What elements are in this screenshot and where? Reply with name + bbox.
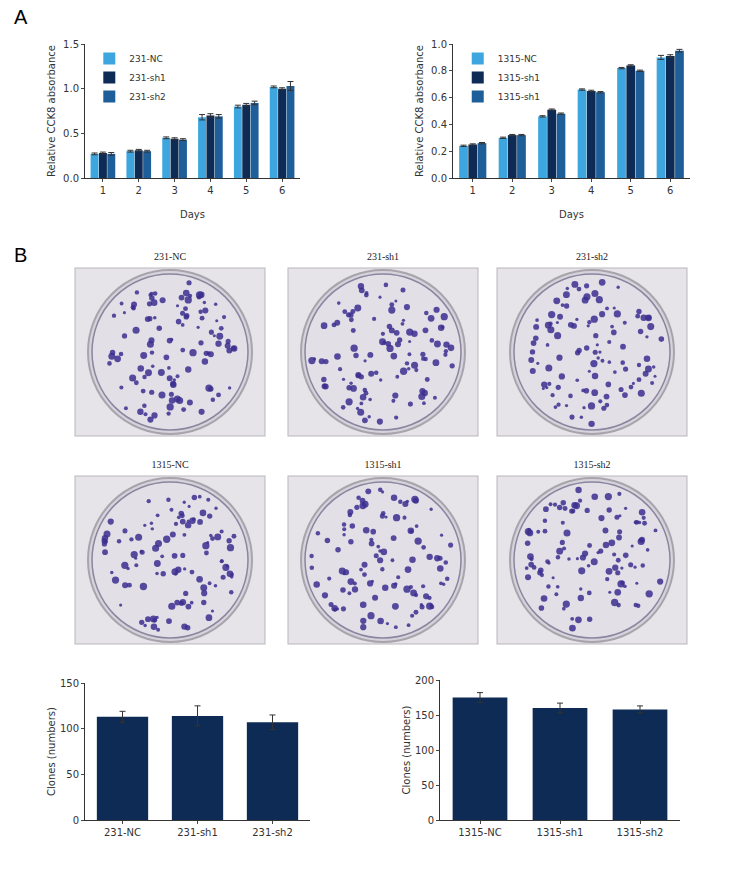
svg-text:3: 3 [549, 185, 555, 196]
svg-text:0.2: 0.2 [431, 146, 447, 157]
svg-text:4: 4 [207, 185, 213, 196]
svg-text:4: 4 [588, 185, 594, 196]
svg-text:231-NC: 231-NC [104, 827, 141, 838]
html-text:A: A [14, 6, 28, 28]
svg-text:50: 50 [66, 769, 79, 780]
svg-text:Days: Days [180, 209, 205, 220]
svg-text:100: 100 [60, 723, 79, 734]
svg-text:Relative CCK8 absorbance: Relative CCK8 absorbance [46, 45, 57, 177]
svg-text:1: 1 [470, 185, 476, 196]
svg-text:0.8: 0.8 [431, 65, 447, 76]
svg-text:Clones (numbers): Clones (numbers) [46, 707, 57, 796]
svg-text:1315-sh1: 1315-sh1 [498, 73, 540, 83]
html-text:B: B [14, 244, 28, 266]
svg-text:3: 3 [171, 185, 177, 196]
svg-text:100: 100 [415, 745, 434, 756]
svg-text:0: 0 [428, 815, 434, 826]
svg-text:5: 5 [628, 185, 634, 196]
svg-text:0.4: 0.4 [431, 119, 447, 130]
svg-text:2: 2 [509, 185, 515, 196]
svg-text:5: 5 [243, 185, 249, 196]
svg-text:231-sh2: 231-sh2 [129, 92, 166, 102]
svg-text:0: 0 [73, 815, 79, 826]
svg-text:50: 50 [421, 780, 434, 791]
svg-text:1: 1 [100, 185, 106, 196]
svg-text:1315-sh2: 1315-sh2 [617, 827, 664, 838]
svg-text:200: 200 [415, 675, 434, 686]
svg-text:6: 6 [279, 185, 285, 196]
svg-text:150: 150 [415, 710, 434, 721]
svg-text:Relative CCK8 absorbance: Relative CCK8 absorbance [414, 45, 425, 177]
svg-text:1315-sh1: 1315-sh1 [498, 92, 540, 102]
svg-text:0.0: 0.0 [431, 173, 447, 184]
svg-text:1315-sh1: 1315-sh1 [537, 827, 584, 838]
svg-text:231-sh2: 231-sh2 [576, 251, 608, 262]
svg-text:2: 2 [136, 185, 142, 196]
svg-text:1.5: 1.5 [63, 39, 79, 50]
svg-text:0.5: 0.5 [63, 128, 79, 139]
svg-text:0.0: 0.0 [63, 173, 79, 184]
svg-text:1315-NC: 1315-NC [458, 827, 502, 838]
svg-text:231-sh1: 231-sh1 [367, 251, 399, 262]
svg-text:231-sh1: 231-sh1 [177, 827, 218, 838]
svg-text:231-NC: 231-NC [154, 251, 187, 262]
svg-text:231-sh2: 231-sh2 [252, 827, 293, 838]
svg-text:1315-sh1: 1315-sh1 [364, 459, 401, 470]
svg-text:1315-NC: 1315-NC [151, 459, 189, 470]
svg-text:1.0: 1.0 [63, 83, 79, 94]
svg-text:150: 150 [60, 678, 79, 689]
svg-text:6: 6 [667, 185, 673, 196]
svg-text:231-NC: 231-NC [129, 54, 162, 64]
svg-text:Clones (numbers): Clones (numbers) [401, 706, 412, 795]
svg-text:0.6: 0.6 [431, 92, 447, 103]
svg-text:1315-NC: 1315-NC [498, 54, 537, 64]
svg-text:1315-sh2: 1315-sh2 [573, 459, 610, 470]
svg-text:231-sh1: 231-sh1 [129, 73, 166, 83]
svg-text:Days: Days [559, 209, 584, 220]
svg-text:1.0: 1.0 [431, 39, 447, 50]
